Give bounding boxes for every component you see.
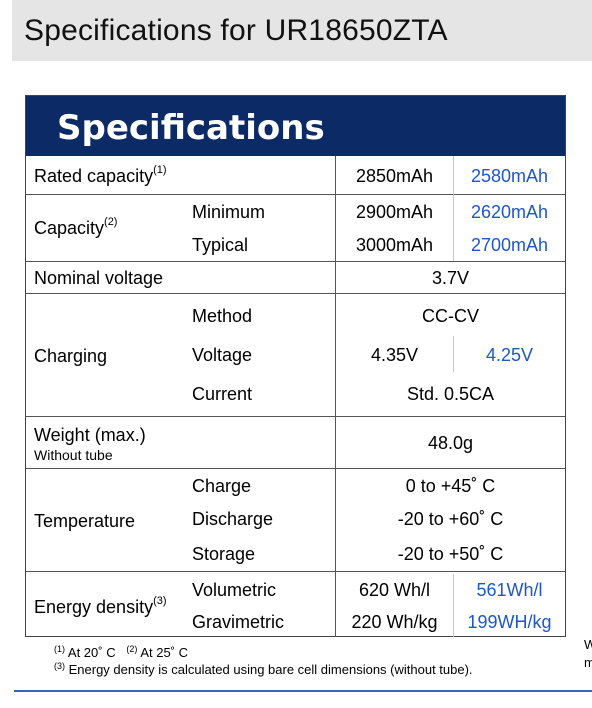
capacity-typical-label: Typical bbox=[192, 235, 249, 255]
nominal-voltage-label: Nominal voltage bbox=[34, 268, 164, 288]
column-divider bbox=[453, 156, 454, 261]
energy-density-label: Energy density(3) bbox=[34, 595, 167, 617]
temperature-charge-value: 0 to +45˚ C bbox=[405, 476, 496, 496]
bottom-rule bbox=[14, 690, 592, 692]
energy-gravimetric-value-alt: 199WH/kg bbox=[467, 612, 552, 632]
temperature-discharge-value: -20 to +60˚ C bbox=[397, 509, 504, 529]
charging-voltage-value: 4.35V bbox=[370, 345, 419, 365]
charging-current-label: Current bbox=[192, 384, 253, 404]
table-title: Specifications bbox=[57, 108, 325, 148]
row-divider bbox=[26, 571, 565, 572]
nominal-voltage-value: 3.7V bbox=[431, 268, 470, 288]
title-bar: Specifications for UR18650ZTA bbox=[12, 0, 592, 61]
capacity-minimum-value: 2900mAh bbox=[355, 202, 434, 222]
charging-voltage-label: Voltage bbox=[192, 345, 253, 365]
row-divider bbox=[26, 468, 565, 469]
column-divider bbox=[453, 574, 454, 637]
page-title: Specifications for UR18650ZTA bbox=[24, 14, 448, 47]
charging-label: Charging bbox=[34, 346, 108, 366]
charging-voltage-value-alt: 4.25V bbox=[485, 345, 534, 365]
row-divider bbox=[26, 293, 565, 294]
rated-capacity-value: 2850mAh bbox=[355, 166, 434, 186]
temperature-label: Temperature bbox=[34, 511, 136, 531]
temperature-storage-label: Storage bbox=[192, 544, 256, 564]
temperature-charge-label: Charge bbox=[192, 476, 252, 496]
specifications-table: Specifications Rated capacity(1) 2850mAh… bbox=[25, 95, 566, 637]
cropped-text-fragment: m bbox=[584, 655, 592, 670]
energy-volumetric-value: 620 Wh/l bbox=[358, 580, 431, 600]
charging-method-value: CC-CV bbox=[422, 306, 479, 326]
capacity-minimum-label: Minimum bbox=[192, 202, 266, 222]
energy-volumetric-label: Volumetric bbox=[192, 580, 277, 600]
footnote-temperatures: (1) At 20˚ C (2) At 25˚ C bbox=[54, 644, 188, 660]
row-divider bbox=[26, 194, 565, 195]
capacity-typical-value: 3000mAh bbox=[355, 235, 434, 255]
cropped-text-fragment: W bbox=[584, 637, 592, 652]
temperature-storage-value: -20 to +50˚ C bbox=[397, 544, 504, 564]
temperature-discharge-label: Discharge bbox=[192, 509, 274, 529]
capacity-minimum-value-alt: 2620mAh bbox=[470, 202, 549, 222]
column-divider bbox=[453, 336, 454, 372]
capacity-typical-value-alt: 2700mAh bbox=[470, 235, 549, 255]
row-divider bbox=[26, 261, 565, 262]
weight-sublabel: Without tube bbox=[34, 447, 113, 463]
weight-label: Weight (max.) bbox=[34, 425, 146, 445]
rated-capacity-value-alt: 2580mAh bbox=[470, 166, 549, 186]
energy-volumetric-value-alt: 561Wh/l bbox=[476, 580, 543, 600]
column-divider bbox=[335, 156, 336, 637]
capacity-label: Capacity(2) bbox=[34, 216, 118, 238]
footnote-energy-density: (3) Energy density is calculated using b… bbox=[54, 661, 473, 677]
rated-capacity-label: Rated capacity(1) bbox=[34, 164, 167, 186]
energy-gravimetric-label: Gravimetric bbox=[192, 612, 285, 632]
charging-method-label: Method bbox=[192, 306, 253, 326]
table-header: Specifications bbox=[26, 96, 565, 156]
charging-current-value: Std. 0.5CA bbox=[406, 384, 495, 404]
energy-gravimetric-value: 220 Wh/kg bbox=[351, 612, 438, 632]
weight-value: 48.0g bbox=[427, 433, 474, 453]
row-divider bbox=[26, 416, 565, 417]
